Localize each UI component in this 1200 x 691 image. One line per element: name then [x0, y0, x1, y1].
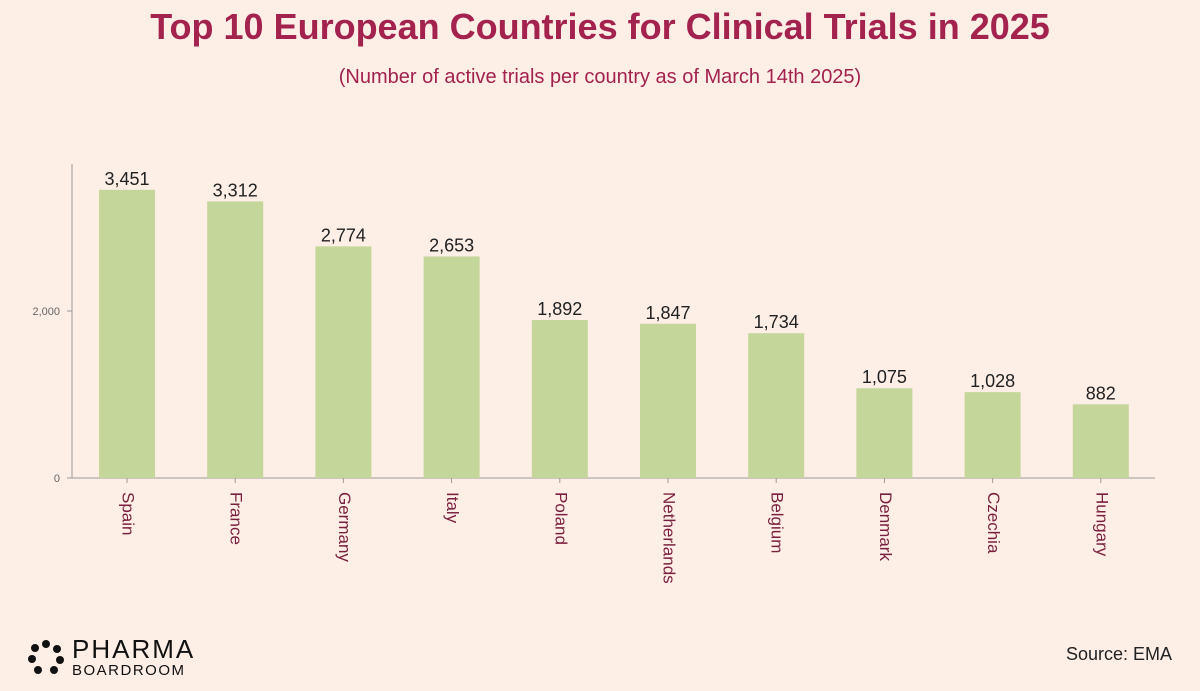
bar-czechia [964, 392, 1021, 478]
bar-belgium [748, 333, 805, 478]
chart-title: Top 10 European Countries for Clinical T… [150, 6, 1050, 47]
x-tick-label: Hungary [1092, 492, 1111, 557]
bar-france [207, 201, 264, 478]
bar-germany [315, 246, 372, 478]
bar-spain [99, 189, 155, 479]
data-label: 882 [1086, 383, 1116, 403]
data-label: 1,847 [645, 303, 690, 323]
data-label: 1,734 [754, 312, 799, 332]
y-tick-label: 2,000 [32, 306, 60, 318]
x-tick-label: Italy [443, 492, 462, 524]
bar-hungary [1072, 404, 1129, 478]
chart-subtitle: (Number of active trials per country as … [338, 66, 862, 88]
data-label: 1,028 [970, 371, 1015, 391]
data-label: 1,892 [537, 299, 582, 319]
x-tick-label: Belgium [768, 492, 787, 553]
data-label: 3,451 [104, 169, 149, 189]
data-label: 3,312 [213, 180, 258, 200]
x-tick-label: Poland [551, 492, 570, 545]
x-tick-label: Netherlands [660, 492, 679, 584]
bar-poland [531, 320, 588, 478]
data-label: 1,075 [862, 367, 907, 387]
x-tick-label: Czechia [984, 492, 1003, 554]
data-label: 2,653 [429, 235, 474, 255]
data-label: 2,774 [321, 225, 366, 245]
x-tick-label: Spain [119, 492, 138, 535]
logo-text-boardroom: BOARDROOM [72, 662, 186, 679]
bar-italy [423, 256, 480, 478]
y-tick-label: 0 [54, 473, 60, 485]
bar-denmark [856, 388, 913, 478]
source-note: Source: EMA [1065, 644, 1172, 664]
x-tick-label: France [227, 492, 246, 545]
logo-text-pharma: PHARMA [72, 634, 196, 664]
pharma-boardroom-logo: PHARMA BOARDROOM [26, 634, 246, 680]
x-tick-label: Denmark [876, 492, 895, 561]
x-tick-label: Germany [335, 492, 354, 562]
bar-netherlands [640, 323, 696, 478]
logo-mark-icon [28, 640, 64, 674]
